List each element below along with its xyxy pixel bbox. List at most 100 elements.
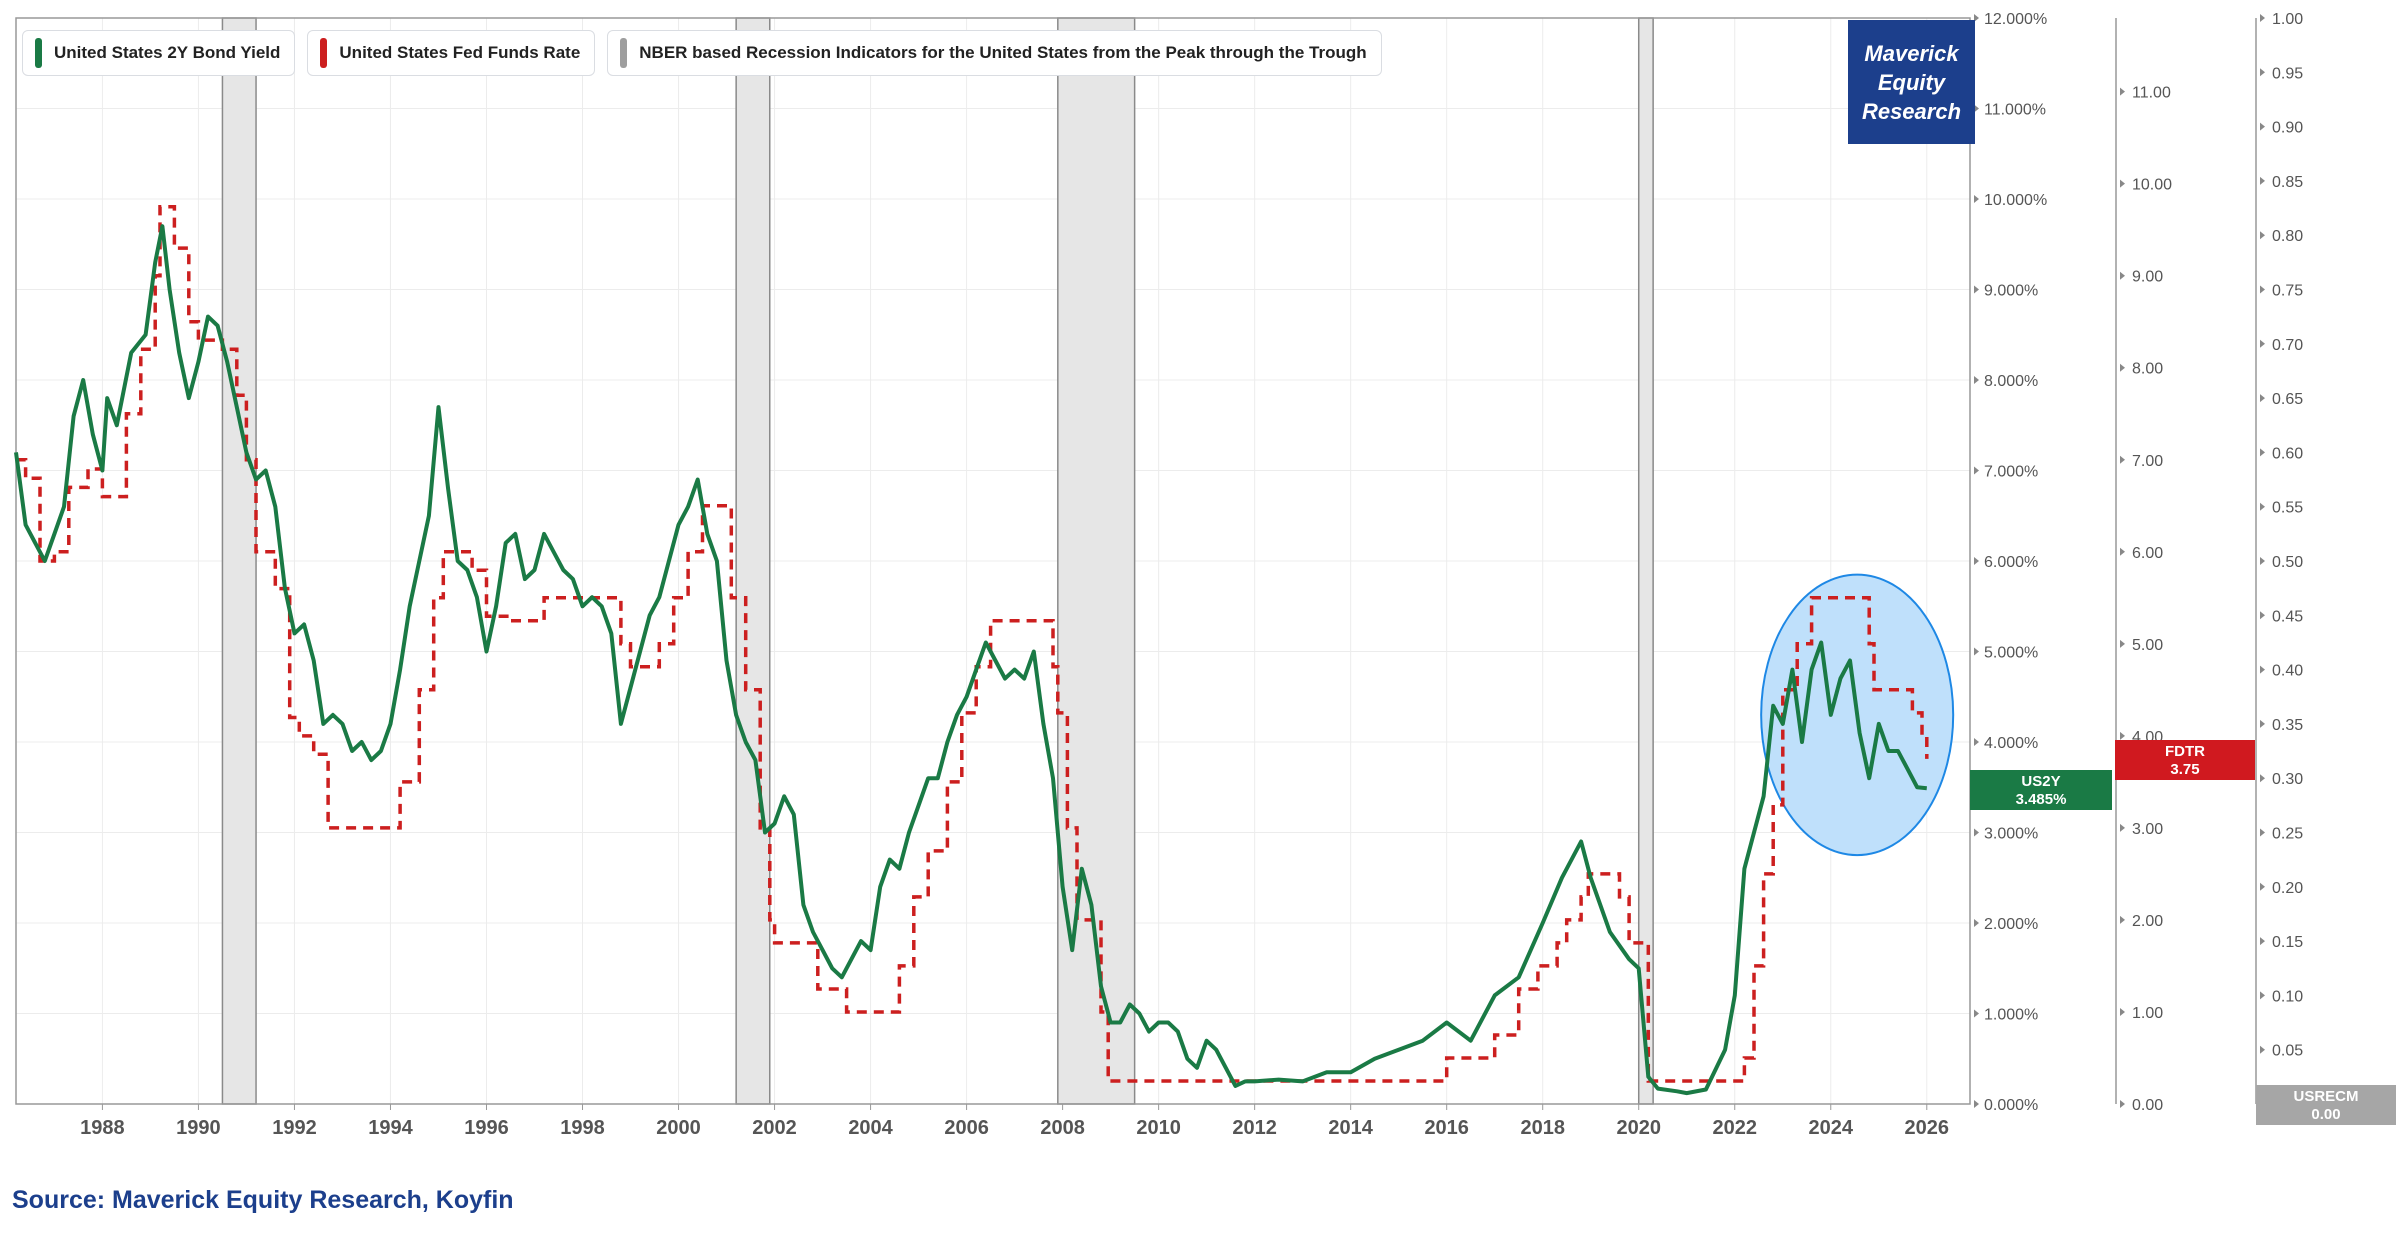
legend-item-fed-funds[interactable]: United States Fed Funds Rate xyxy=(307,30,596,76)
x-tick-label: 2018 xyxy=(1520,1117,1565,1139)
y1-tick-label: 9.000% xyxy=(1984,283,2038,300)
y2-tick-label: 7.00 xyxy=(2132,453,2163,470)
y2-tick-mark xyxy=(2120,87,2125,96)
fdtr-badge: FDTR 3.75 xyxy=(2115,740,2255,780)
y3-tick-label: 0.65 xyxy=(2272,391,2303,408)
source-note: Source: Maverick Equity Research, Koyfin xyxy=(12,1186,514,1214)
y1-tick-mark xyxy=(1974,828,1979,837)
y1-tick-mark xyxy=(1974,285,1979,294)
y1-tick-mark xyxy=(1974,466,1979,475)
legend-item-yield[interactable]: United States 2Y Bond Yield xyxy=(22,30,296,76)
y1-tick-mark xyxy=(1974,919,1979,927)
y3-tick-label: 0.70 xyxy=(2272,337,2303,354)
y3-tick-mark xyxy=(2260,611,2265,620)
y2-tick-label: 2.00 xyxy=(2132,913,2163,930)
y2-tick-mark xyxy=(2120,1100,2125,1108)
y1-tick-label: 3.000% xyxy=(1984,826,2038,843)
y3-tick-mark xyxy=(2260,14,2265,22)
x-tick-label: 1992 xyxy=(272,1117,317,1139)
usrecm-badge-label: USRECM xyxy=(2293,1088,2358,1105)
y2-tick-mark xyxy=(2120,363,2125,372)
y1-tick-label: 2.000% xyxy=(1984,916,2038,933)
y3-tick-label: 1.00 xyxy=(2272,11,2303,28)
x-tick-label: 2000 xyxy=(656,1117,701,1139)
legend-swatch-fed-funds xyxy=(320,38,328,68)
y-axis-recession: 0.000.050.100.150.200.250.300.350.400.45… xyxy=(2255,11,2303,1114)
y3-tick-mark xyxy=(2260,68,2265,77)
legend-label-yield: United States 2Y Bond Yield xyxy=(54,43,281,62)
x-tick-label: 2026 xyxy=(1905,1117,1950,1139)
y2-tick-label: 6.00 xyxy=(2132,545,2163,562)
y2-tick-mark xyxy=(2120,271,2125,280)
y1-tick-mark xyxy=(1974,1100,1979,1108)
y3-tick-label: 0.95 xyxy=(2272,65,2303,82)
recession-bands xyxy=(221,17,1654,1105)
brand-line-1: Maverick xyxy=(1864,40,1959,66)
us2y-badge-label: US2Y xyxy=(2021,773,2060,790)
y1-tick-label: 0.000% xyxy=(1984,1097,2038,1114)
recession-band xyxy=(1057,17,1136,1105)
x-tick-label: 1998 xyxy=(560,1117,605,1139)
y2-tick-label: 1.00 xyxy=(2132,1005,2163,1022)
y-axis-fed-funds: 0.001.002.003.004.005.006.007.008.009.00… xyxy=(2115,18,2172,1114)
y1-tick-label: 8.000% xyxy=(1984,373,2038,390)
y3-tick-label: 0.85 xyxy=(2272,174,2303,191)
y1-tick-mark xyxy=(1974,557,1979,565)
recession-band xyxy=(1637,17,1654,1105)
legend-item-recession[interactable]: NBER based Recession Indicators for the … xyxy=(607,30,1382,76)
x-tick-label: 2020 xyxy=(1616,1117,1661,1139)
x-tick-label: 1994 xyxy=(368,1117,413,1139)
y2-tick-mark xyxy=(2120,179,2125,188)
usrecm-badge-value: 0.00 xyxy=(2311,1106,2340,1123)
x-tick-label: 1996 xyxy=(464,1117,509,1139)
x-tick-label: 2006 xyxy=(944,1117,989,1139)
y3-tick-label: 0.05 xyxy=(2272,1043,2303,1060)
y1-tick-label: 5.000% xyxy=(1984,645,2038,662)
us2y-badge-bg xyxy=(1970,770,2112,810)
y3-tick-mark xyxy=(2260,176,2265,185)
x-tick-label: 1990 xyxy=(176,1117,221,1139)
recession-band xyxy=(221,17,257,1105)
y1-tick-label: 11.000% xyxy=(1984,102,2046,119)
y3-tick-mark xyxy=(2260,937,2265,946)
y3-tick-mark xyxy=(2260,1045,2265,1054)
y1-tick-mark xyxy=(1974,104,1979,113)
y3-tick-mark xyxy=(2260,448,2265,457)
fdtr-badge-bg xyxy=(2115,740,2255,780)
y3-tick-label: 0.20 xyxy=(2272,880,2303,897)
y2-tick-mark xyxy=(2120,823,2125,832)
y2-tick-label: 9.00 xyxy=(2132,269,2163,286)
y3-tick-mark xyxy=(2260,394,2265,403)
y2-tick-label: 11.00 xyxy=(2132,85,2171,102)
legend-swatch-recession xyxy=(620,38,628,68)
y3-tick-mark xyxy=(2260,828,2265,837)
y2-tick-mark xyxy=(2120,639,2125,648)
y1-tick-mark xyxy=(1974,14,1979,22)
y1-tick-mark xyxy=(1974,376,1979,384)
y3-tick-mark xyxy=(2260,502,2265,511)
y3-tick-mark xyxy=(2260,774,2265,783)
plot-border xyxy=(15,17,1971,1105)
fdtr-badge-value: 3.75 xyxy=(2170,761,2199,778)
y3-tick-label: 0.15 xyxy=(2272,934,2303,951)
y1-tick-mark xyxy=(1974,738,1979,746)
recession-band xyxy=(735,17,771,1105)
y2-tick-label: 0.00 xyxy=(2132,1097,2163,1114)
y3-tick-label: 0.55 xyxy=(2272,500,2303,517)
y3-tick-mark xyxy=(2260,557,2265,565)
y3-tick-mark xyxy=(2260,882,2265,891)
y3-tick-mark xyxy=(2260,665,2265,674)
y2-tick-label: 3.00 xyxy=(2132,821,2163,838)
y1-tick-mark xyxy=(1974,1009,1979,1018)
brand-line-3: Research xyxy=(1861,98,1962,124)
y3-tick-label: 0.80 xyxy=(2272,228,2303,245)
y3-tick-label: 0.35 xyxy=(2272,717,2303,734)
y1-tick-label: 12.000% xyxy=(1984,11,2047,28)
value-badges: US2Y 3.485% FDTR 3.75 USRECM 0.00 xyxy=(1970,740,2396,1125)
y-axis-yield: 0.000% 1.000% 2.000% 3.000% 4.000% 5.000% 6.00… xyxy=(1974,11,2047,1114)
y3-tick-label: 0.90 xyxy=(2272,120,2303,137)
x-tick-label: 2022 xyxy=(1713,1117,1758,1139)
legend-label-recession: NBER based Recession Indicators for the … xyxy=(639,43,1367,62)
x-tick-label: 2014 xyxy=(1328,1117,1373,1139)
